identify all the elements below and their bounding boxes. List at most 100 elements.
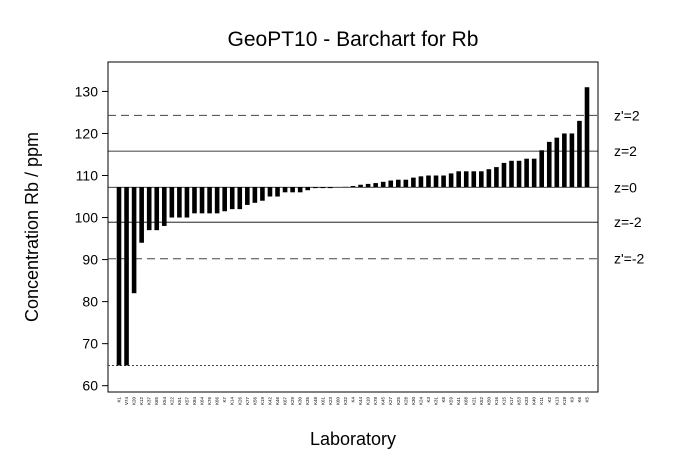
x-tick-label: K8	[441, 397, 446, 403]
bar	[418, 176, 424, 188]
x-tick-label: K30	[411, 397, 416, 406]
x-tick-label: K25	[396, 397, 401, 406]
x-tick-label: K19	[260, 397, 265, 406]
bar	[214, 187, 220, 214]
bar	[403, 179, 409, 188]
x-tick-label: K35	[305, 397, 310, 406]
plot-frame	[107, 61, 599, 393]
x-tick-label: K22	[169, 397, 174, 406]
x-tick-label: K23	[328, 397, 333, 406]
y-tick-label: 90	[82, 252, 98, 268]
bar	[154, 187, 160, 231]
bar	[441, 175, 446, 188]
bar	[305, 187, 311, 191]
x-tick-label: K4	[351, 397, 356, 403]
bar	[146, 187, 152, 231]
x-tick-label: K18	[562, 397, 567, 406]
x-tick-label: K29	[290, 397, 295, 406]
bar	[131, 187, 137, 294]
x-tick-label: K31	[434, 397, 439, 406]
bar	[328, 187, 333, 189]
bar	[275, 187, 280, 197]
bar	[448, 173, 454, 188]
y-tick-label: 100	[75, 210, 99, 226]
reference-label: z=2	[614, 143, 637, 159]
bar	[494, 167, 499, 188]
y-tick-label: 80	[82, 294, 98, 310]
x-tick-label: K7	[222, 397, 227, 403]
bar	[358, 184, 363, 188]
y-tick-label: 110	[76, 168, 99, 184]
x-tick-label: K64	[200, 397, 205, 406]
bar	[577, 120, 582, 188]
x-tick-label: K46	[275, 397, 280, 406]
x-tick-label: K3	[426, 397, 431, 403]
x-tick-label: K1	[117, 397, 122, 403]
x-tick-label: K52	[479, 397, 484, 406]
bar	[252, 187, 258, 203]
x-tick-label: K6	[577, 397, 582, 403]
x-tick-label: K5	[585, 397, 590, 403]
x-tick-label: K65	[154, 397, 159, 406]
bar	[290, 187, 295, 193]
x-tick-label: K45	[381, 397, 386, 406]
reference-label: z=0	[614, 179, 637, 195]
bar	[184, 187, 190, 218]
bar	[395, 179, 401, 188]
x-tick-label: K78	[373, 397, 378, 406]
bar	[501, 162, 507, 188]
x-tick-label: K24	[418, 397, 423, 406]
bar	[486, 169, 492, 188]
reference-label: z'=-2	[614, 251, 645, 267]
x-tick-label: K66	[215, 397, 220, 406]
x-tick-label: K2	[547, 397, 552, 403]
bar	[539, 150, 545, 188]
x-tick-label: K84	[192, 397, 197, 406]
x-tick-label: K14	[230, 397, 235, 406]
bar	[282, 187, 288, 193]
bar	[350, 186, 356, 188]
bar	[116, 187, 122, 366]
x-tick-label: V74	[124, 397, 129, 406]
bar	[192, 187, 197, 214]
bar	[456, 171, 461, 188]
x-tick-label: K44	[358, 397, 363, 406]
x-tick-label: K54	[162, 397, 167, 406]
bar	[365, 183, 371, 188]
bar	[471, 171, 477, 188]
x-tick-label: K21	[471, 397, 476, 406]
y-tick-label: 70	[82, 336, 98, 352]
bar	[380, 181, 386, 188]
bar	[139, 187, 144, 243]
chart-title: GeoPT10 - Barchart for Rb	[228, 28, 479, 51]
bar	[554, 137, 560, 188]
x-tick-label: K42	[267, 397, 272, 406]
x-tick-label: K26	[237, 397, 242, 406]
bar	[124, 187, 129, 366]
bar	[373, 183, 378, 188]
bar	[546, 141, 552, 188]
bar	[531, 158, 537, 188]
bar	[297, 187, 303, 193]
x-tick-label: K15	[501, 397, 506, 406]
bar	[320, 187, 326, 189]
reference-label: z'=2	[614, 107, 640, 123]
bar	[161, 187, 167, 226]
bar	[426, 175, 431, 188]
bar	[584, 87, 590, 188]
bar	[267, 187, 273, 197]
x-tick-label: K17	[509, 397, 514, 406]
x-tick-label: K67	[283, 397, 288, 406]
bar	[260, 187, 265, 201]
x-tick-label: K11	[539, 397, 544, 405]
x-tick-label: K20	[132, 397, 137, 406]
x-tick-label: K51	[177, 397, 182, 406]
x-tick-label: K9	[569, 397, 574, 403]
x-tick-label: K53	[517, 397, 522, 406]
bar	[479, 171, 484, 188]
bar	[222, 187, 227, 212]
x-tick-label: K30	[298, 397, 303, 406]
bar	[516, 160, 522, 188]
bar	[463, 171, 469, 188]
x-tick-label: K27	[388, 397, 393, 406]
